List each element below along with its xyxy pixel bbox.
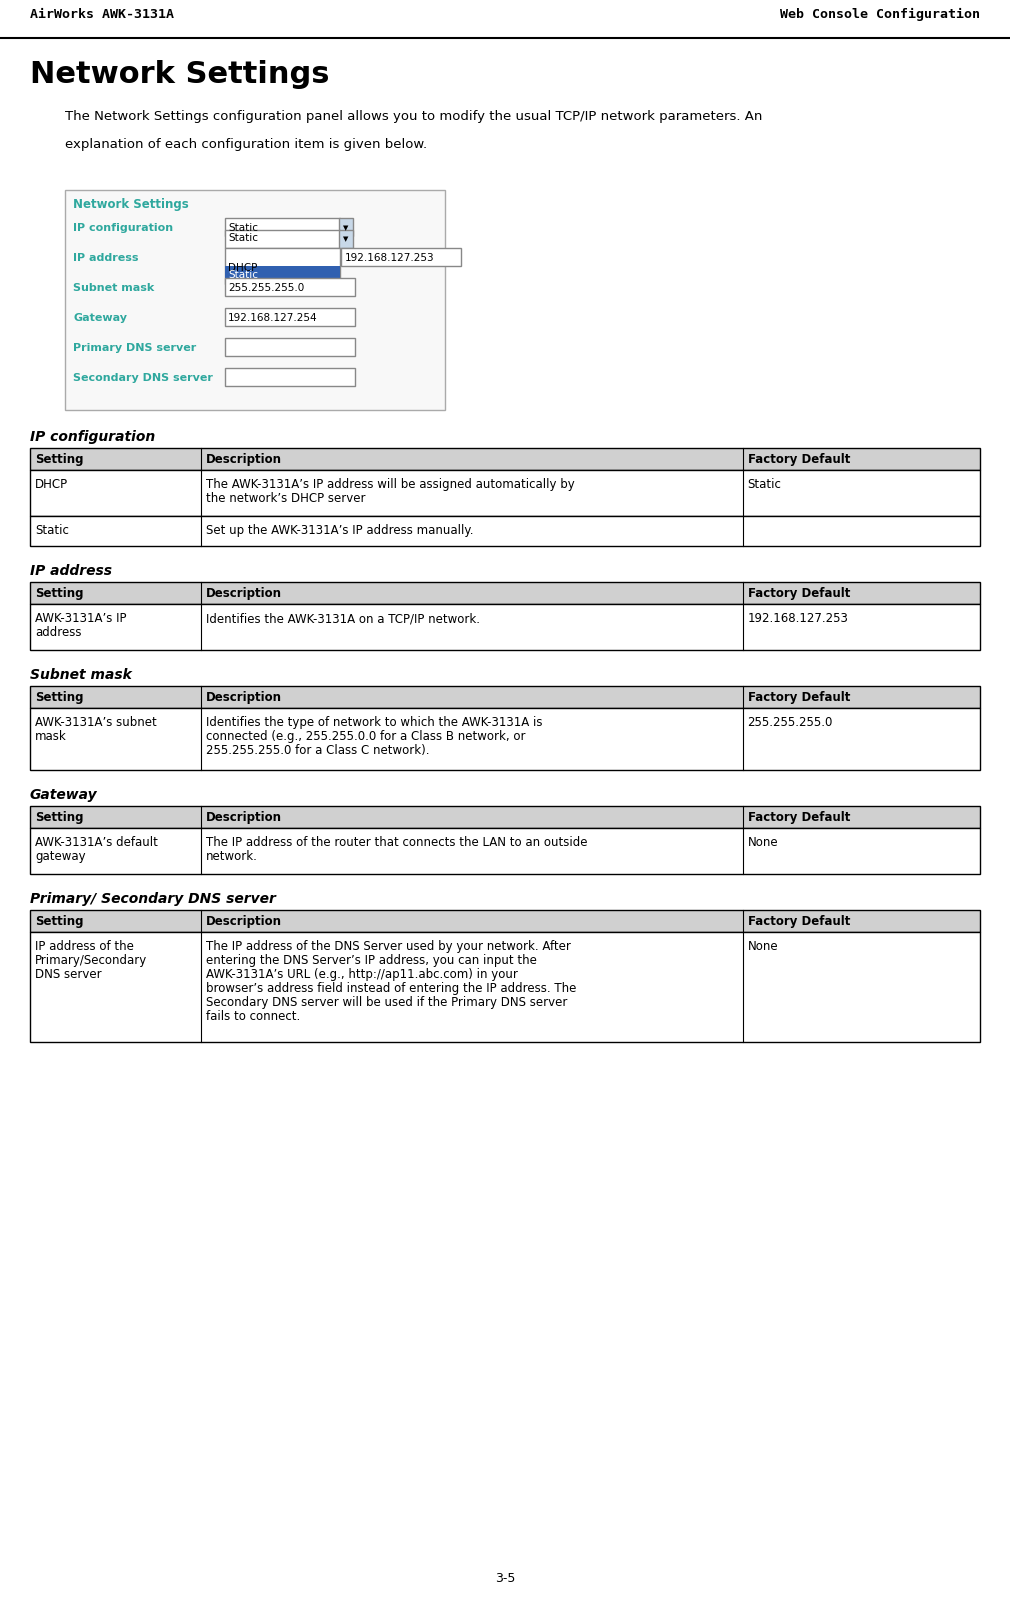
- Bar: [225, 368, 355, 386]
- Bar: [30, 828, 980, 875]
- Bar: [225, 248, 340, 284]
- Text: Description: Description: [206, 812, 282, 825]
- Text: Static: Static: [228, 271, 258, 280]
- Text: address: address: [35, 625, 82, 638]
- Text: ▼: ▼: [343, 237, 348, 241]
- Text: mask: mask: [35, 731, 67, 744]
- Text: Subnet mask: Subnet mask: [30, 667, 132, 682]
- Text: AWK-3131A’s URL (e.g., http://ap11.abc.com) in your: AWK-3131A’s URL (e.g., http://ap11.abc.c…: [206, 969, 518, 982]
- Text: Factory Default: Factory Default: [747, 812, 849, 825]
- Bar: [30, 470, 980, 517]
- Text: AWK-3131A’s IP: AWK-3131A’s IP: [35, 612, 126, 625]
- Bar: [225, 308, 355, 326]
- Text: DHCP: DHCP: [35, 478, 68, 491]
- Text: Setting: Setting: [35, 586, 84, 599]
- Bar: [65, 190, 445, 410]
- Text: 3-5: 3-5: [495, 1571, 515, 1584]
- Text: Primary/Secondary: Primary/Secondary: [35, 954, 147, 967]
- Bar: [225, 230, 340, 248]
- Text: IP configuration: IP configuration: [73, 224, 173, 233]
- Bar: [30, 910, 980, 931]
- Text: AWK-3131A’s subnet: AWK-3131A’s subnet: [35, 716, 157, 729]
- Text: Factory Default: Factory Default: [747, 454, 849, 467]
- Text: explanation of each configuration item is given below.: explanation of each configuration item i…: [65, 138, 427, 151]
- Text: The Network Settings configuration panel allows you to modify the usual TCP/IP n: The Network Settings configuration panel…: [65, 110, 763, 123]
- Text: Gateway: Gateway: [30, 787, 98, 802]
- Text: Primary/ Secondary DNS server: Primary/ Secondary DNS server: [30, 893, 276, 906]
- Bar: [225, 219, 340, 237]
- Text: IP address: IP address: [30, 564, 112, 578]
- Text: The IP address of the router that connects the LAN to an outside: The IP address of the router that connec…: [206, 836, 588, 849]
- Bar: [30, 708, 980, 770]
- Text: None: None: [747, 836, 778, 849]
- Text: Factory Default: Factory Default: [747, 692, 849, 705]
- Text: network.: network.: [206, 850, 258, 863]
- Bar: [339, 230, 353, 248]
- Bar: [341, 248, 461, 266]
- Text: browser’s address field instead of entering the IP address. The: browser’s address field instead of enter…: [206, 982, 577, 995]
- Text: the network’s DHCP server: the network’s DHCP server: [206, 492, 366, 505]
- Text: Factory Default: Factory Default: [747, 586, 849, 599]
- Bar: [30, 582, 980, 604]
- Text: Web Console Configuration: Web Console Configuration: [780, 8, 980, 21]
- Text: DHCP: DHCP: [228, 262, 258, 274]
- Text: IP address: IP address: [73, 253, 138, 262]
- Bar: [30, 604, 980, 650]
- Bar: [30, 517, 980, 546]
- Text: gateway: gateway: [35, 850, 86, 863]
- Text: 255.255.255.0 for a Class C network).: 255.255.255.0 for a Class C network).: [206, 744, 429, 757]
- Text: ▼: ▼: [343, 225, 348, 232]
- Text: Setting: Setting: [35, 454, 84, 467]
- Text: Description: Description: [206, 586, 282, 599]
- Text: 192.168.127.254: 192.168.127.254: [228, 313, 317, 322]
- Text: Static: Static: [228, 233, 258, 243]
- Bar: [30, 449, 980, 470]
- Text: Setting: Setting: [35, 915, 84, 928]
- Text: Static: Static: [228, 224, 258, 233]
- Text: The AWK-3131A’s IP address will be assigned automatically by: The AWK-3131A’s IP address will be assig…: [206, 478, 575, 491]
- Text: Secondary DNS server will be used if the Primary DNS server: Secondary DNS server will be used if the…: [206, 996, 568, 1009]
- Text: Primary DNS server: Primary DNS server: [73, 343, 196, 353]
- Text: Static: Static: [35, 523, 69, 536]
- Text: The IP address of the DNS Server used by your network. After: The IP address of the DNS Server used by…: [206, 940, 571, 953]
- Text: Subnet mask: Subnet mask: [73, 284, 155, 293]
- Text: entering the DNS Server’s IP address, you can input the: entering the DNS Server’s IP address, yo…: [206, 954, 537, 967]
- Text: Static: Static: [747, 478, 782, 491]
- Text: Gateway: Gateway: [73, 313, 127, 322]
- Text: 192.168.127.253: 192.168.127.253: [747, 612, 848, 625]
- Bar: [225, 279, 355, 296]
- Text: 192.168.127.253: 192.168.127.253: [345, 253, 434, 262]
- Text: AirWorks AWK-3131A: AirWorks AWK-3131A: [30, 8, 174, 21]
- Bar: [30, 807, 980, 828]
- Text: Description: Description: [206, 454, 282, 467]
- Text: Description: Description: [206, 915, 282, 928]
- Text: Secondary DNS server: Secondary DNS server: [73, 373, 213, 382]
- Text: Setting: Setting: [35, 692, 84, 705]
- Bar: [339, 219, 353, 237]
- Text: Identifies the AWK-3131A on a TCP/IP network.: Identifies the AWK-3131A on a TCP/IP net…: [206, 612, 480, 625]
- Text: Set up the AWK-3131A’s IP address manually.: Set up the AWK-3131A’s IP address manual…: [206, 523, 474, 536]
- Text: Network Settings: Network Settings: [73, 198, 189, 211]
- Bar: [225, 266, 340, 284]
- Text: IP address of the: IP address of the: [35, 940, 134, 953]
- Text: Description: Description: [206, 692, 282, 705]
- Text: DNS server: DNS server: [35, 969, 102, 982]
- Text: AWK-3131A’s default: AWK-3131A’s default: [35, 836, 158, 849]
- Text: connected (e.g., 255.255.0.0 for a Class B network, or: connected (e.g., 255.255.0.0 for a Class…: [206, 731, 525, 744]
- Bar: [30, 685, 980, 708]
- Text: None: None: [747, 940, 778, 953]
- Bar: [30, 931, 980, 1042]
- Text: fails to connect.: fails to connect.: [206, 1009, 300, 1022]
- Text: Network Settings: Network Settings: [30, 60, 329, 89]
- Text: Setting: Setting: [35, 812, 84, 825]
- Text: 255.255.255.0: 255.255.255.0: [228, 284, 304, 293]
- Text: 255.255.255.0: 255.255.255.0: [747, 716, 833, 729]
- Text: Factory Default: Factory Default: [747, 915, 849, 928]
- Text: Identifies the type of network to which the AWK-3131A is: Identifies the type of network to which …: [206, 716, 542, 729]
- Text: IP configuration: IP configuration: [30, 429, 156, 444]
- Bar: [225, 339, 355, 356]
